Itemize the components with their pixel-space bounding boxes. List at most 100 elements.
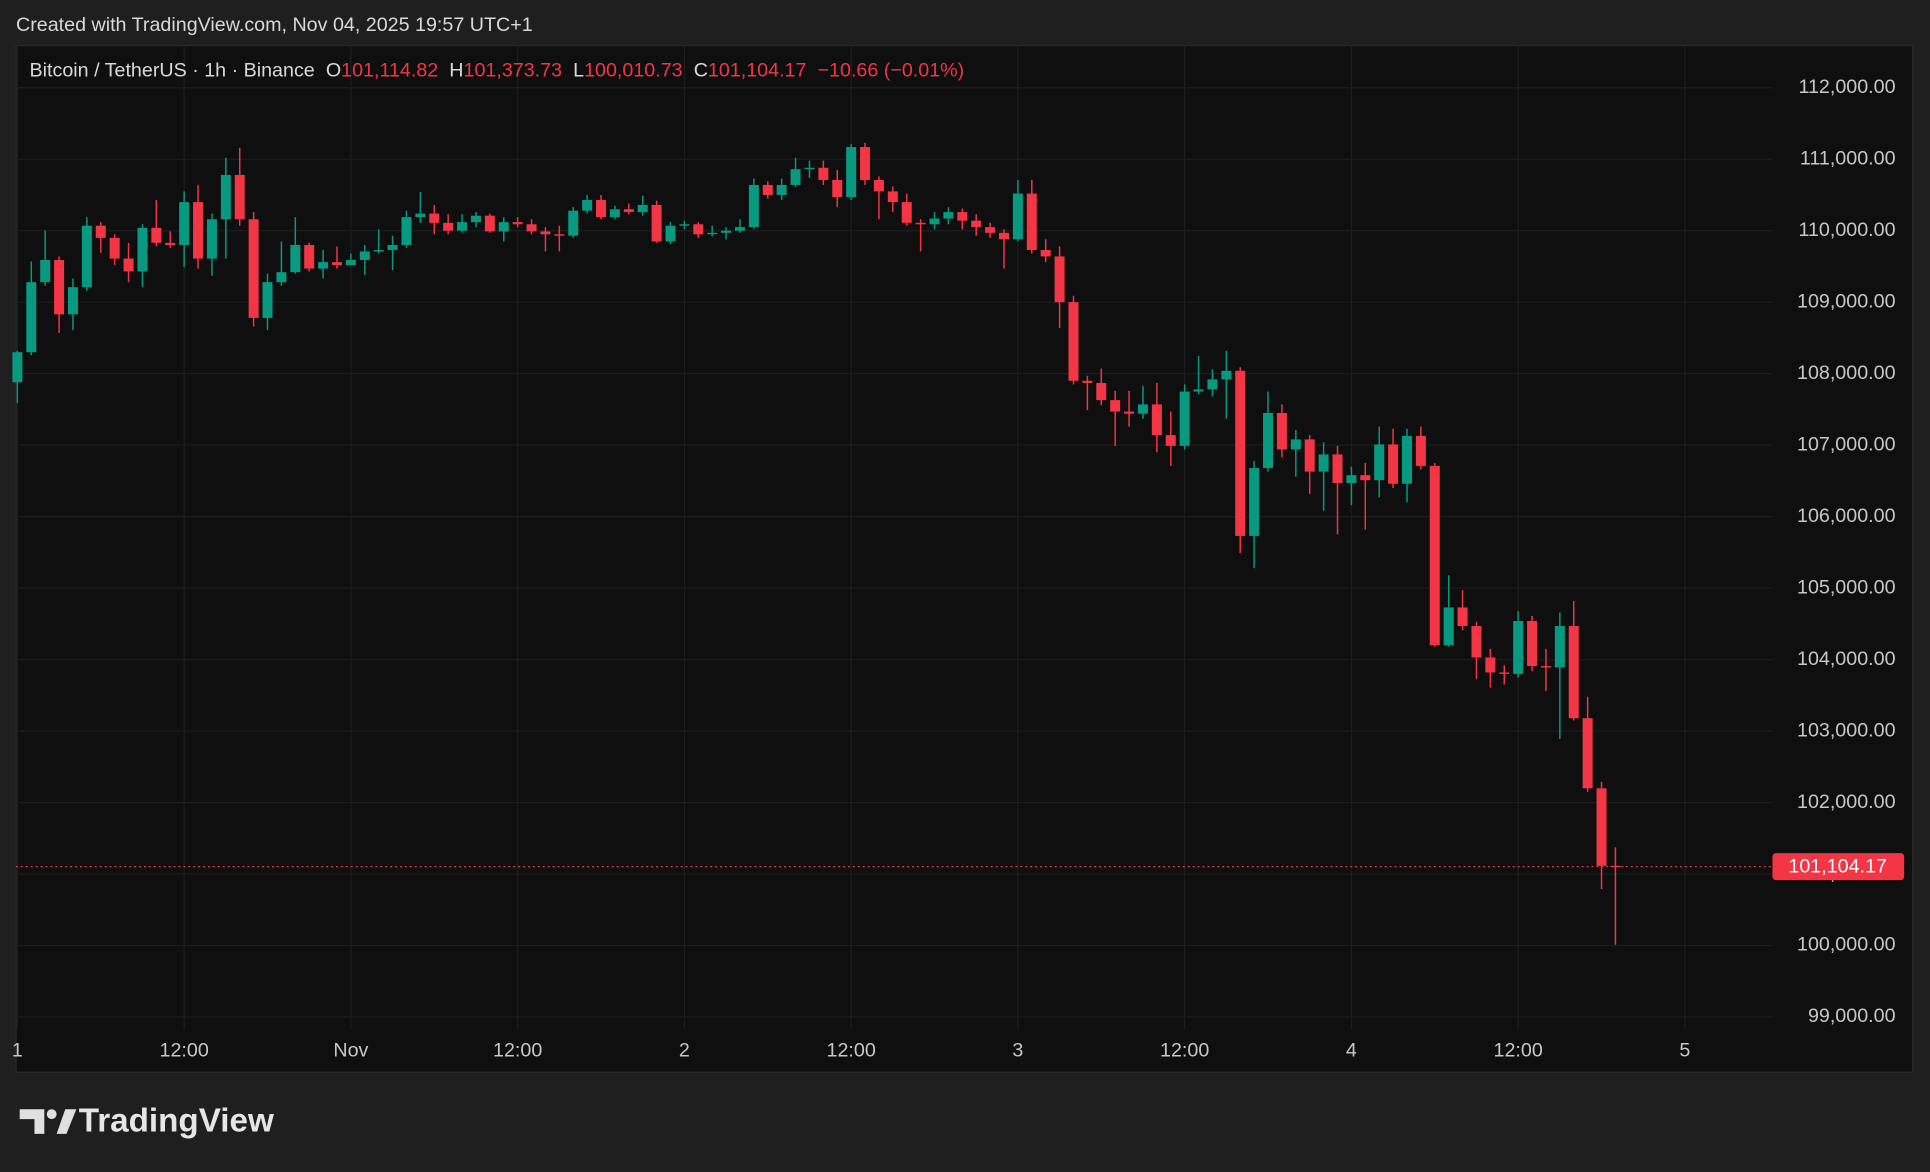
- candle-body: [554, 234, 565, 236]
- field-value: 100,010.73: [584, 60, 683, 82]
- candle-body: [109, 237, 120, 259]
- candle-body: [54, 260, 65, 315]
- field-key: L: [573, 60, 584, 82]
- candle-body: [1513, 621, 1524, 674]
- x-tick-label: 2: [679, 1040, 690, 1062]
- candle-body: [1151, 404, 1162, 436]
- candle-body: [679, 224, 690, 226]
- x-tick-label: 3: [1012, 1040, 1023, 1062]
- y-tick-label: 100,000.00: [1797, 934, 1896, 956]
- candle-body: [915, 222, 926, 225]
- candle-body: [526, 224, 537, 232]
- candle-body: [1499, 672, 1510, 674]
- candle-body: [81, 225, 92, 288]
- x-tick-label: 12:00: [827, 1040, 876, 1062]
- candle-body: [12, 352, 23, 383]
- candle-body: [95, 225, 106, 238]
- candle-body: [873, 179, 884, 192]
- candle-body: [734, 227, 745, 231]
- x-tick-label: 1: [12, 1040, 23, 1062]
- candle-body: [220, 174, 231, 220]
- y-tick-label: 108,000.00: [1797, 362, 1896, 384]
- candle-body: [373, 249, 384, 252]
- candle-body: [26, 282, 37, 353]
- candle-body: [846, 147, 857, 198]
- y-tick-label: 99,000.00: [1808, 1005, 1896, 1027]
- tradingview-logo: [19, 1109, 77, 1134]
- candle-body: [985, 227, 996, 233]
- candle-body: [832, 179, 843, 198]
- x-tick-label: 12:00: [1494, 1040, 1543, 1062]
- y-tick-label: 110,000.00: [1798, 219, 1895, 241]
- candle-body: [707, 232, 718, 235]
- candle-body: [748, 184, 759, 228]
- logo-dot: [46, 1109, 57, 1120]
- candle-body: [151, 227, 162, 243]
- last-price-tag: [1772, 853, 1905, 881]
- candle-body: [1304, 439, 1315, 472]
- candle-body: [1290, 439, 1301, 450]
- candle-body: [1235, 370, 1246, 536]
- candle-body: [1263, 412, 1274, 469]
- candle-body: [1582, 718, 1593, 789]
- candle-body: [1221, 370, 1232, 380]
- y-tick-label: 107,000.00: [1797, 433, 1896, 455]
- logo-shape: [19, 1109, 45, 1134]
- candle-body: [179, 202, 190, 245]
- candle-body: [887, 191, 898, 203]
- candle-body: [609, 209, 620, 218]
- candle-body: [1276, 412, 1287, 450]
- candle-body: [1124, 411, 1135, 414]
- candle-body: [1527, 621, 1538, 667]
- logo-slash: [56, 1109, 77, 1134]
- candle-body: [1165, 435, 1176, 446]
- candle-body: [40, 260, 51, 283]
- candle-body: [943, 212, 954, 219]
- x-tick-label: 12:00: [160, 1040, 209, 1062]
- candle-body: [1040, 249, 1051, 257]
- candle-body: [1457, 607, 1468, 627]
- candle-body: [1346, 475, 1357, 484]
- candle-body: [762, 184, 773, 195]
- candle-body: [637, 204, 648, 213]
- field-value: 101,104.17: [708, 60, 807, 82]
- candle-body: [1082, 380, 1093, 383]
- candle-body: [1415, 435, 1426, 466]
- x-tick-label: 12:00: [493, 1040, 542, 1062]
- candle-body: [123, 258, 134, 272]
- candle-body: [1471, 626, 1482, 658]
- x-tick-label: 12:00: [1160, 1040, 1209, 1062]
- candle-body: [776, 184, 787, 195]
- candle-body: [1054, 256, 1065, 303]
- candle-body: [1568, 626, 1579, 719]
- candle-body: [1193, 389, 1204, 392]
- candle-body: [443, 222, 454, 231]
- y-tick-label: 103,000.00: [1797, 719, 1896, 741]
- candle-body: [651, 204, 662, 242]
- brand: TradingView: [79, 1103, 274, 1140]
- candle-body: [498, 222, 509, 232]
- y-tick-label: 102,000.00: [1797, 791, 1896, 813]
- candle-body: [1610, 865, 1621, 868]
- candle-body: [1026, 193, 1037, 250]
- candle-body: [1318, 454, 1329, 472]
- candle-body: [901, 202, 912, 223]
- candle-body: [1179, 391, 1190, 446]
- candle-body: [1068, 302, 1079, 381]
- y-tick-label: 104,000.00: [1797, 648, 1896, 670]
- candle-body: [484, 215, 495, 232]
- candle-body: [971, 220, 982, 228]
- candle-body: [415, 213, 426, 218]
- chart-pane: [15, 44, 1914, 1073]
- field-value: 101,114.82: [341, 60, 438, 82]
- candle-body: [262, 282, 273, 318]
- candle-body: [1540, 666, 1551, 668]
- field-key: C: [694, 60, 708, 82]
- candle-body: [248, 219, 259, 318]
- candle-body: [1207, 379, 1218, 390]
- candle-body: [290, 244, 301, 273]
- legend: Bitcoin / TetherUS · 1h · Binance O101,11…: [30, 60, 965, 82]
- field-key: O: [326, 60, 341, 82]
- field-key: H: [449, 60, 463, 82]
